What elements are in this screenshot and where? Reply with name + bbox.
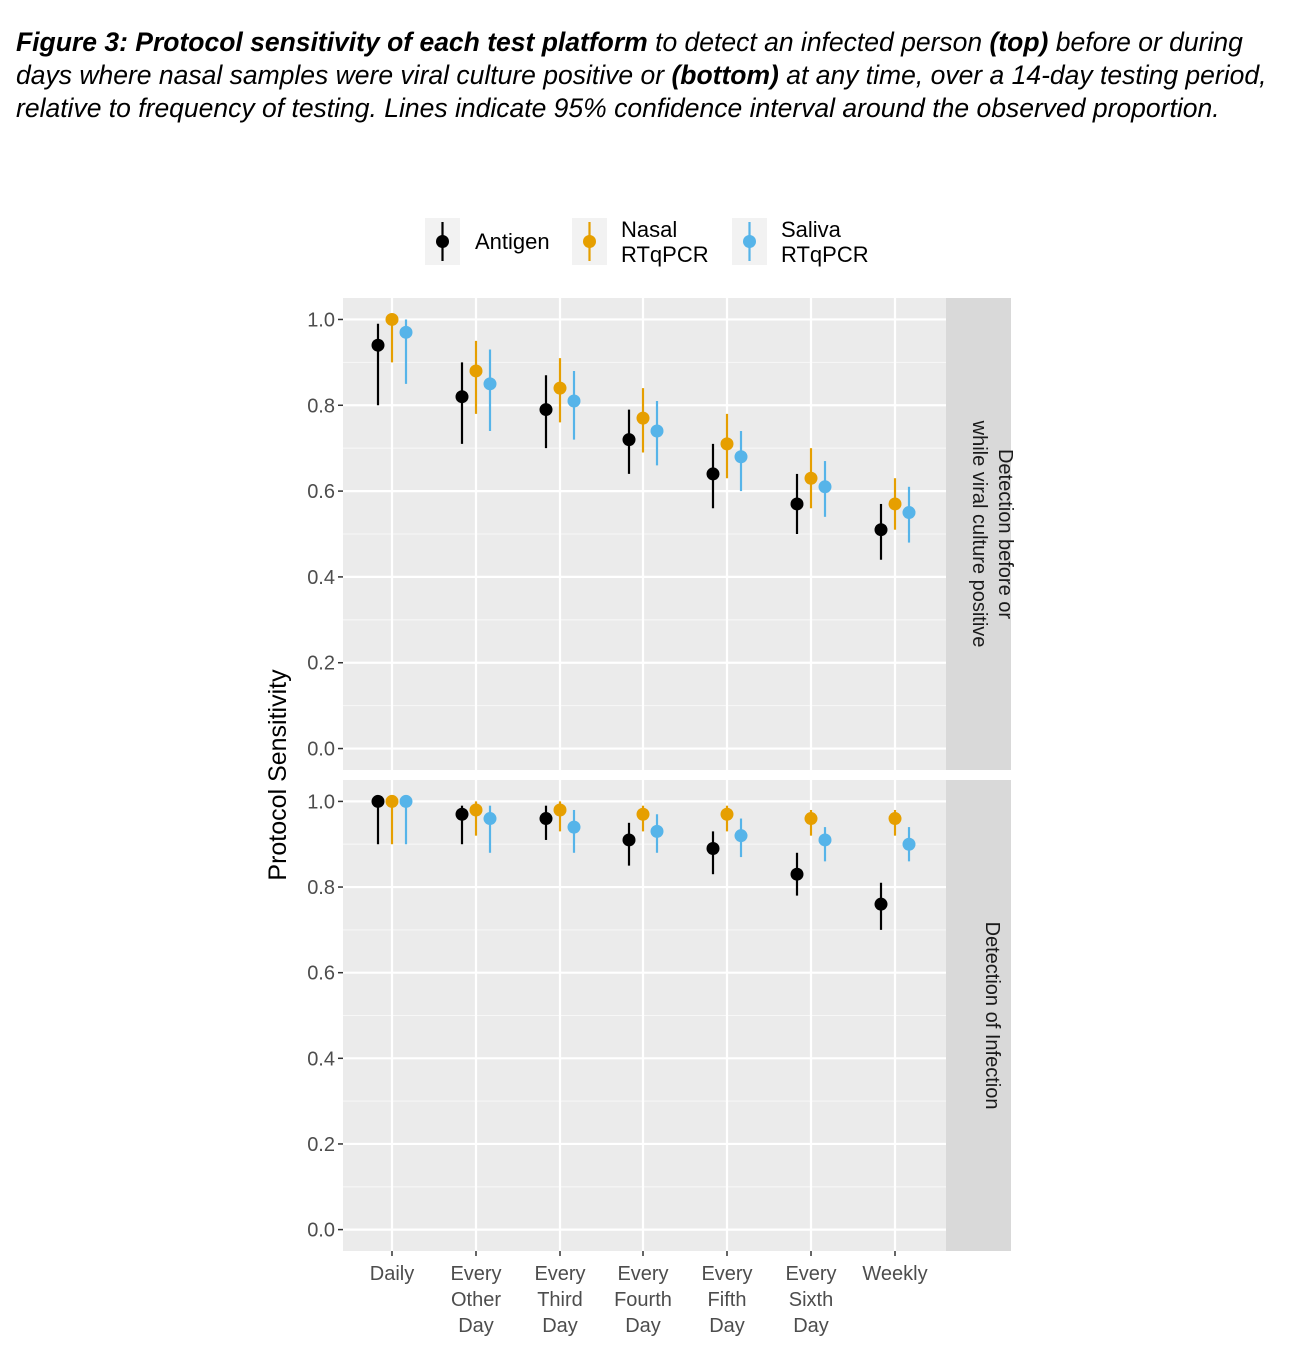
data-point: [902, 506, 916, 520]
legend-label: Nasal: [621, 217, 677, 242]
data-point: [650, 424, 664, 438]
x-tick-label: Every: [534, 1263, 585, 1285]
data-point: [804, 812, 818, 826]
data-point: [483, 377, 497, 391]
x-tick-label: Other: [451, 1289, 501, 1311]
x-tick-label: Every: [785, 1263, 836, 1285]
y-tick-label: 0.0: [307, 1220, 335, 1242]
x-tick-label: Day: [709, 1315, 745, 1337]
data-point: [734, 829, 748, 843]
legend-key-point: [583, 235, 596, 248]
facet-strip-label: Detection of Infection: [981, 922, 1003, 1110]
x-tick-label: Every: [701, 1263, 752, 1285]
data-point: [455, 807, 469, 821]
x-tick-label: Fifth: [708, 1289, 747, 1311]
x-tick-label: Every: [617, 1263, 668, 1285]
data-point: [720, 807, 734, 821]
data-point: [720, 437, 734, 451]
data-point: [706, 842, 720, 856]
data-point: [706, 467, 720, 481]
data-point: [371, 338, 385, 352]
legend-key-point: [436, 235, 449, 248]
data-point: [399, 794, 413, 808]
data-point: [553, 803, 567, 817]
data-point: [553, 381, 567, 395]
y-tick-label: 0.0: [307, 739, 335, 761]
caption-top-label: (top): [989, 27, 1049, 57]
y-tick-label: 0.4: [307, 1048, 335, 1070]
facet-strip: [946, 780, 1011, 1251]
x-tick-label: Day: [458, 1315, 494, 1337]
data-point: [650, 824, 664, 838]
data-point: [874, 523, 888, 537]
x-tick-label: Day: [625, 1315, 661, 1337]
facet-strip-label: while viral culture positive: [968, 420, 990, 648]
caption-bottom-label: (bottom): [671, 60, 779, 90]
data-point: [622, 433, 636, 447]
data-point: [818, 833, 832, 847]
data-point: [636, 807, 650, 821]
y-tick-label: 0.6: [307, 481, 335, 503]
x-tick-label: Day: [542, 1315, 578, 1337]
data-point: [469, 803, 483, 817]
data-point: [888, 497, 902, 511]
data-point: [539, 403, 553, 417]
data-point: [385, 794, 399, 808]
legend-label: Antigen: [475, 229, 550, 254]
x-tick-label: Daily: [370, 1263, 414, 1285]
legend-label: RTqPCR: [621, 242, 709, 267]
data-point: [399, 325, 413, 339]
data-point: [818, 480, 832, 494]
facet-strip: [946, 298, 1011, 770]
data-point: [483, 812, 497, 826]
data-point: [734, 450, 748, 464]
y-tick-label: 1.0: [307, 791, 335, 813]
x-tick-label: Weekly: [862, 1263, 927, 1285]
data-point: [790, 867, 804, 881]
data-point: [567, 820, 581, 834]
legend-label: Saliva: [781, 217, 842, 242]
caption-text-1: to detect an infected person: [647, 27, 990, 57]
legend-label: RTqPCR: [781, 242, 869, 267]
y-tick-label: 0.8: [307, 877, 335, 899]
x-tick-label: Every: [450, 1263, 501, 1285]
data-point: [371, 794, 385, 808]
data-point: [567, 394, 581, 408]
caption-title: Figure 3: Protocol sensitivity of each t…: [16, 27, 648, 57]
y-tick-label: 1.0: [307, 309, 335, 331]
x-tick-label: Fourth: [614, 1289, 672, 1311]
figure-caption: Figure 3: Protocol sensitivity of each t…: [16, 26, 1276, 125]
data-point: [469, 364, 483, 378]
data-point: [455, 390, 469, 404]
x-tick-label: Sixth: [789, 1289, 833, 1311]
data-point: [790, 497, 804, 511]
caption-text-2: before or during days where nasal sample…: [16, 27, 1243, 90]
data-point: [539, 812, 553, 826]
facet-strip-label: Detection before or: [994, 449, 1016, 619]
data-point: [622, 833, 636, 847]
x-tick-label: Third: [537, 1289, 583, 1311]
data-point: [804, 471, 818, 485]
y-tick-label: 0.4: [307, 567, 335, 589]
y-tick-label: 0.6: [307, 963, 335, 985]
data-point: [874, 897, 888, 911]
y-axis-title: Protocol Sensitivity: [264, 669, 292, 881]
x-tick-label: Day: [793, 1315, 829, 1337]
data-point: [888, 812, 902, 826]
y-tick-label: 0.8: [307, 395, 335, 417]
data-point: [902, 837, 916, 851]
legend-key-point: [743, 235, 756, 248]
caption-text-3: at any time, over a 14-day testing perio…: [16, 60, 1267, 123]
y-tick-label: 0.2: [307, 1134, 335, 1156]
data-point: [636, 411, 650, 425]
y-tick-label: 0.2: [307, 653, 335, 675]
data-point: [385, 312, 399, 326]
